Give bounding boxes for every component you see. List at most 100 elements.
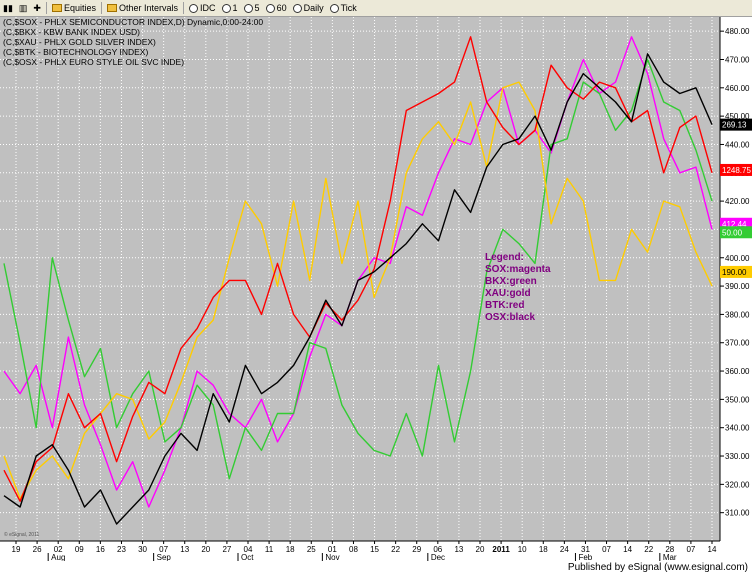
daily-label: Daily — [303, 3, 324, 13]
interval-5-label: 5 — [254, 3, 260, 13]
x-tick-label: 29 — [412, 545, 421, 554]
month-label: Oct — [241, 553, 254, 561]
header-text: (C,$SOX - PHLX SEMICONDUCTOR INDEX,D) Dy… — [3, 17, 263, 67]
month-label: Aug — [51, 553, 65, 561]
price-marker-bkx — [720, 226, 752, 239]
price-marker-xau — [720, 265, 752, 278]
x-tick-label: 06 — [433, 545, 442, 554]
equities-button[interactable]: Equities — [49, 1, 99, 15]
series-line-xau — [3, 81, 713, 500]
legend-entry-osx: OSX:black — [485, 312, 535, 323]
folder-icon — [51, 4, 62, 12]
price-marker-btk — [720, 163, 752, 176]
y-tick-label: 370.00 — [725, 339, 750, 348]
series-line-btk — [3, 36, 713, 502]
other-intervals-button[interactable]: Other Intervals — [104, 1, 181, 15]
header-line-btk: (C,$BTK - BIOTECHNOLOGY INDEX) — [3, 47, 148, 57]
toolbar-separator — [101, 2, 102, 14]
footer: Published by eSignal (www.esignal.com) — [0, 561, 752, 576]
clock-icon — [265, 3, 275, 13]
price-marker-osx — [720, 118, 752, 131]
y-tick-label: 340.00 — [725, 424, 750, 433]
y-tick-label: 350.00 — [725, 395, 750, 404]
tick-button[interactable]: Tick — [327, 1, 360, 15]
y-tick-label: 420.00 — [725, 197, 750, 206]
y-tick-label: 310.00 — [725, 509, 750, 518]
x-tick-label: 13 — [180, 545, 189, 554]
x-tick-label: 26 — [33, 545, 42, 554]
legend-box: Legend: SOX:magenta BKX:green XAU:gold B… — [485, 252, 551, 323]
month-label: Feb — [578, 553, 592, 561]
x-tick-label: 11 — [265, 545, 274, 554]
idc-label: IDC — [200, 3, 216, 13]
price-marker-label: 50.00 — [722, 228, 743, 237]
price-marker-label: 412.44 — [722, 220, 747, 229]
y-tick-label: 360.00 — [725, 367, 750, 376]
price-marker-label: 1248.75 — [722, 166, 751, 175]
daily-button[interactable]: Daily — [290, 1, 327, 15]
header-line-osx: (C,$OSX - PHLX EURO STYLE OIL SVC INDE) — [3, 57, 184, 67]
header-line-sox: (C,$SOX - PHLX SEMICONDUCTOR INDEX,D) Dy… — [3, 17, 263, 27]
clock-icon — [243, 3, 253, 13]
x-tick-label: 10 — [518, 545, 527, 554]
bar-chart-icon[interactable]: ▥ — [18, 2, 28, 13]
y-tick-label: 470.00 — [725, 55, 750, 64]
x-tick-label: 14 — [708, 545, 717, 554]
clock-icon — [329, 3, 339, 13]
y-tick-label: 380.00 — [725, 310, 750, 319]
series-line-bkx — [3, 58, 713, 480]
interval-1-button[interactable]: 1 — [219, 1, 241, 15]
x-tick-label: 18 — [539, 545, 548, 554]
chart-frame: 310.00 320.00 330.00 340.00 350.00 360.00 370.… — [0, 17, 752, 562]
clock-icon — [189, 3, 199, 13]
series-line-osx — [3, 53, 713, 525]
add-icon[interactable]: ✚ — [33, 2, 41, 13]
folder-icon — [107, 4, 117, 12]
x-tick-label: 30 — [138, 545, 147, 554]
series-lines — [3, 36, 713, 525]
legend-title: Legend: — [485, 252, 524, 263]
y-tick-label: 440.00 — [725, 140, 750, 149]
toolbar-separator — [45, 2, 47, 14]
legend-entry-btk: BTK:red — [485, 300, 524, 311]
y-tick-label: 390.00 — [725, 282, 750, 291]
legend-entry-bkx: BKX:green — [485, 276, 537, 287]
x-tick-label: 28 — [665, 545, 674, 554]
y-tick-label: 320.00 — [725, 480, 750, 489]
legend-entry-xau: XAU:gold — [485, 288, 531, 299]
x-tick-label: 04 — [244, 545, 253, 554]
x-tick-label: 01 — [328, 545, 337, 554]
tick-label: Tick — [340, 3, 357, 13]
month-label: Nov — [325, 553, 339, 561]
month-label: Mar — [663, 553, 677, 561]
other-intervals-label: Other Intervals — [119, 3, 179, 13]
interval-60-button[interactable]: 60 — [263, 1, 290, 15]
x-tick-label: 24 — [560, 545, 569, 554]
x-tick-label: 2011 — [492, 545, 510, 554]
x-tick-label: 16 — [96, 545, 105, 554]
interval-5-button[interactable]: 5 — [241, 1, 263, 15]
toolbar: ▮▮ ▥ ✚ Equities Other Intervals IDC 1 5 … — [0, 0, 752, 17]
x-tick-label: 19 — [12, 545, 21, 554]
chart-type-icon[interactable]: ▮▮ — [3, 2, 13, 13]
footer-text: Published by eSignal (www.esignal.com) — [567, 562, 748, 573]
idc-button[interactable]: IDC — [186, 1, 219, 15]
y-tick-label: 400.00 — [725, 254, 750, 263]
x-tick-label: 22 — [644, 545, 653, 554]
x-tick-label: 09 — [75, 545, 84, 554]
clock-icon — [221, 3, 231, 13]
y-tick-label: 450.00 — [725, 112, 750, 121]
price-marker-label: 269.13 — [722, 121, 747, 130]
toolbar-separator — [183, 2, 185, 14]
x-tick-label: 13 — [454, 545, 463, 554]
x-tick-label: 23 — [117, 545, 126, 554]
price-chart[interactable]: 310.00 320.00 330.00 340.00 350.00 360.00 370.… — [0, 17, 752, 562]
grid — [0, 17, 720, 541]
x-tick-label: 14 — [623, 545, 632, 554]
month-label: Sep — [157, 553, 172, 561]
x-tick-label: 22 — [391, 545, 400, 554]
watermark: © eSignal, 2011 — [4, 531, 40, 538]
interval-1-label: 1 — [232, 3, 238, 13]
x-tick-label: 27 — [222, 545, 231, 554]
interval-60-label: 60 — [276, 3, 287, 13]
